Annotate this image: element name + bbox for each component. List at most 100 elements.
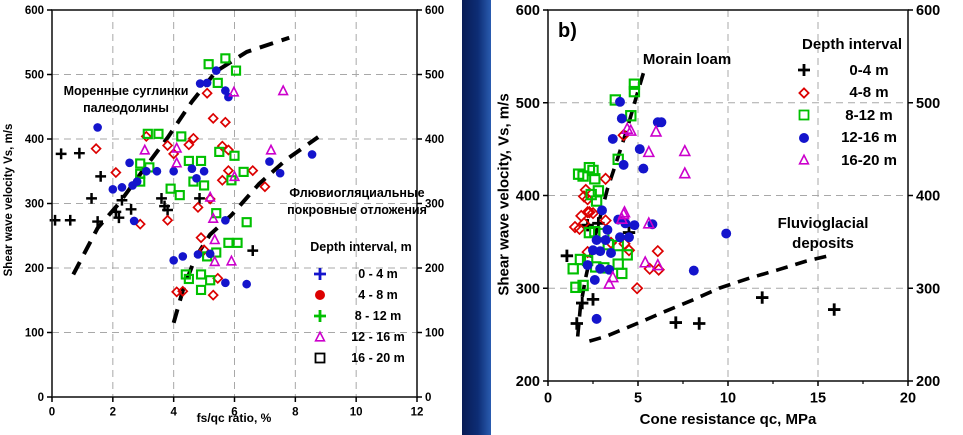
y-tick-label-right: 100 <box>425 328 444 340</box>
left-x-axis-title: fs/qc ratio, % <box>196 411 272 425</box>
left-annotation-moraine: Моренные суглинки палеодолины <box>50 83 202 116</box>
legend-item-12-16-: 12-16 m <box>784 127 920 150</box>
data-point-triangle <box>209 233 221 245</box>
data-point-square <box>589 173 601 185</box>
legend-item-label: 8 - 12 m <box>354 308 402 323</box>
data-point-circle <box>152 166 162 176</box>
data-point-circle <box>169 255 178 265</box>
triangle-glyph <box>798 153 810 165</box>
y-tick-label-left: 400 <box>25 134 44 146</box>
circle-marker-icon <box>315 289 325 300</box>
data-point-diamond <box>187 132 200 144</box>
panel-b-label: b) <box>558 20 577 42</box>
data-point-triangle <box>606 270 620 283</box>
circle-marker-icon <box>306 287 334 303</box>
data-point-triangle <box>207 211 219 224</box>
data-point-circle <box>132 177 142 186</box>
data-point-diamond <box>583 205 596 219</box>
data-point-circle <box>615 232 625 243</box>
left-legend-title: Depth interval, m <box>310 240 412 254</box>
data-point-square <box>212 77 223 88</box>
data-point-square <box>628 85 641 98</box>
right-annotation-fluvioglacial: Fluvioglacial deposits <box>758 214 888 254</box>
data-point-square <box>567 263 579 275</box>
data-point-square <box>232 237 243 248</box>
right-x-axis-title: Cone resistance qc, MPa <box>639 411 817 428</box>
y-tick-label-left: 400 <box>516 189 540 205</box>
data-point-triangle <box>602 276 616 289</box>
legend-item-8-12-: 8 - 12 m <box>300 305 422 326</box>
x-tick-label: 0 <box>544 391 552 407</box>
square-glyph <box>314 352 326 363</box>
data-point-circle <box>629 220 640 231</box>
y-tick-label-left: 300 <box>516 281 540 297</box>
x-tick-label: 15 <box>810 391 826 407</box>
y-tick-label-left: 500 <box>25 70 44 82</box>
y-tick-label-left: 100 <box>25 328 44 340</box>
y-tick-label-right: 300 <box>425 199 444 211</box>
data-point-square <box>165 183 176 194</box>
diamond-marker-icon <box>798 86 810 99</box>
annotation-line: Fluvioglacial <box>777 215 869 232</box>
circle-glyph <box>315 289 325 300</box>
data-point-triangle <box>204 190 216 202</box>
right-legend: Depth interval 0-4 m 4-8 m 8-12 m 12-16 m 16… <box>784 36 920 172</box>
data-point-plus <box>560 249 574 262</box>
data-point-square <box>220 53 231 64</box>
legend-item-label: 0 - 4 m <box>358 266 398 281</box>
data-point-diamond <box>222 144 235 156</box>
y-tick-label-left: 200 <box>516 374 540 390</box>
data-point-diamond <box>622 243 636 257</box>
legend-item-12-16-: 12 - 16 m <box>300 326 422 347</box>
left-y-axis-title: Shear wave velocity Vs, m/s <box>3 123 15 277</box>
data-point-square <box>230 65 242 76</box>
data-point-circle <box>224 92 233 102</box>
circle-marker-icon <box>790 130 818 146</box>
data-point-circle <box>265 157 274 166</box>
data-point-square <box>570 281 582 294</box>
panel-divider <box>462 0 491 435</box>
data-point-circle <box>595 246 606 257</box>
data-point-diamond <box>201 87 213 99</box>
data-point-circle <box>589 274 600 285</box>
data-point-diamond <box>195 232 207 244</box>
data-point-circle <box>624 232 634 243</box>
data-point-triangle <box>649 124 663 137</box>
data-point-square <box>241 217 252 228</box>
triangle-marker-icon <box>798 153 810 165</box>
data-point-triangle <box>228 170 241 182</box>
annotation-line: покровные отложения <box>287 203 427 217</box>
annotation-line: deposits <box>792 235 854 252</box>
data-point-circle <box>199 166 209 176</box>
data-point-circle <box>307 150 317 159</box>
data-point-square <box>612 153 624 166</box>
legend-item-label: 16-20 m <box>841 151 897 169</box>
data-point-circle <box>202 78 212 88</box>
data-point-plus <box>156 192 167 204</box>
legend-item-8-12-: 8-12 m <box>784 104 920 127</box>
data-point-circle <box>178 252 188 261</box>
data-point-plus <box>110 206 122 218</box>
data-point-circle <box>141 166 151 176</box>
legend-item-label: 4-8 m <box>849 84 889 102</box>
triangle-glyph <box>314 329 326 342</box>
data-point-circle <box>595 263 606 274</box>
data-point-circle <box>195 79 205 88</box>
square-marker-icon <box>790 107 818 123</box>
legend-item-16-20-: 16-20 m <box>784 149 920 172</box>
x-tick-label: 20 <box>900 391 916 407</box>
data-point-triangle <box>624 123 638 136</box>
annotation-line: палеодолины <box>83 100 169 115</box>
data-point-circle <box>634 144 645 155</box>
data-point-triangle <box>171 156 183 168</box>
plus-marker-icon <box>798 64 810 77</box>
data-point-diamond <box>192 201 204 214</box>
data-point-plus <box>570 317 583 330</box>
data-point-square <box>574 253 587 266</box>
data-point-circle <box>221 215 230 225</box>
data-point-square <box>203 59 214 70</box>
data-point-square <box>628 78 641 90</box>
plus-glyph <box>798 64 810 77</box>
legend-item-16-20-: 16 - 20 m <box>300 347 422 368</box>
y-tick-label-right: 200 <box>916 374 940 390</box>
